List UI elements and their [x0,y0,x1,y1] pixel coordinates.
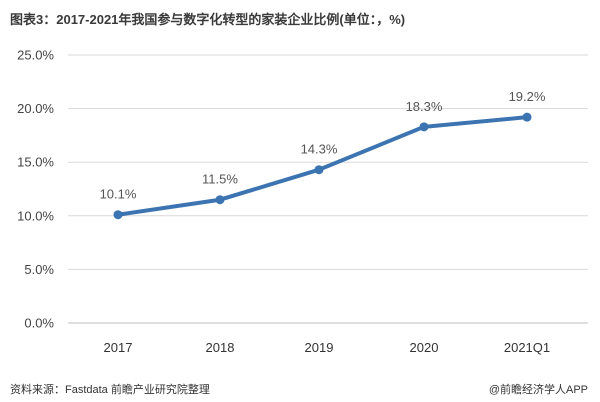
x-tick-label: 2020 [410,340,439,355]
x-tick-label: 2019 [305,340,334,355]
y-tick-label: 15.0% [17,155,54,170]
data-point [113,210,123,220]
data-label: 18.3% [406,99,443,114]
x-axis-ticks: 2017 2018 2019 2020 2021Q1 [104,340,551,355]
y-tick-label: 0.0% [24,316,54,331]
x-tick-label: 2021Q1 [504,340,550,355]
data-point [314,165,324,175]
data-label: 11.5% [202,172,238,187]
y-tick-label: 5.0% [24,262,54,277]
y-tick-label: 20.0% [17,101,54,116]
data-point [522,112,532,122]
data-label: 19.2% [509,89,546,104]
chart-title: 图表3：2017-2021年我国参与数字化转型的家装企业比例(单位：，%) [10,12,406,27]
data-label: 10.1% [100,187,137,202]
x-tick-label: 2017 [104,340,133,355]
series-line [116,115,529,217]
data-point [215,195,225,205]
x-tick-label: 2018 [206,340,235,355]
y-tick-label: 25.0% [17,48,54,63]
y-axis-ticks: 0.0% 5.0% 10.0% 15.0% 20.0% 25.0% [17,48,54,331]
data-label: 14.3% [301,142,338,157]
grid-layer [68,54,588,324]
source-note: 资料来源：Fastdata 前瞻产业研究院整理 [10,384,210,396]
brand-credit: @前瞻经济学人APP [488,384,588,396]
series-layer: 10.1% 11.5% 14.3% 18.3% 19.2% [100,89,546,220]
data-point [419,122,429,132]
y-tick-label: 10.0% [17,208,54,223]
